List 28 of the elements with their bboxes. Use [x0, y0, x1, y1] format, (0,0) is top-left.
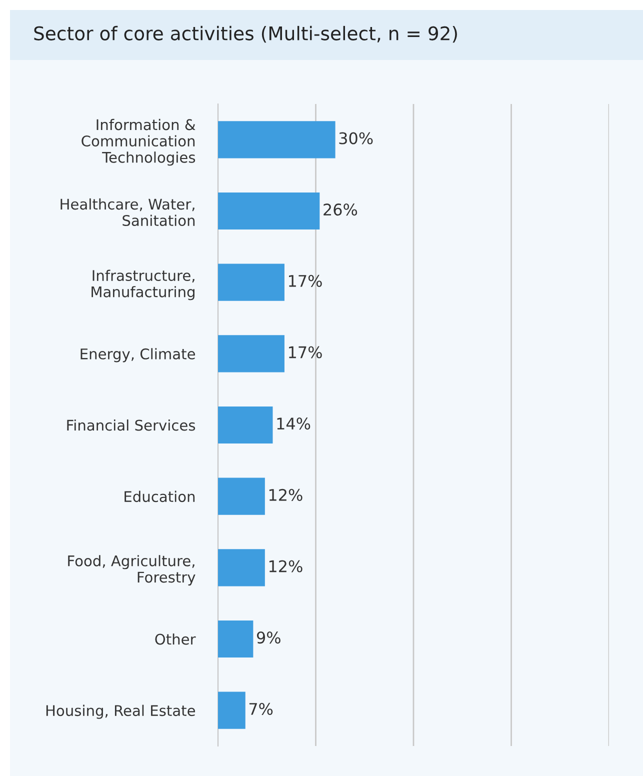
- data-label: 17%: [289, 274, 322, 287]
- bar: [218, 478, 265, 515]
- chart-title: Sector of core activities (Multi-select, n = 92): [34, 26, 457, 43]
- y-tick-label: Housing, Real Estate: [46, 704, 196, 719]
- y-tick-label: Energy, Climate: [80, 348, 195, 362]
- y-tick-label: Healthcare, Water, Sanitation: [60, 198, 195, 226]
- data-label: 12%: [269, 560, 302, 572]
- bar: [218, 121, 336, 158]
- data-label: 26%: [324, 204, 358, 216]
- y-tick-label: Financial Services: [67, 419, 196, 431]
- y-tick-label: Information & Communication Technologies: [82, 118, 196, 166]
- bar: [218, 264, 284, 301]
- bar: [218, 620, 254, 658]
- bar: [218, 549, 265, 586]
- y-tick-label: Other: [155, 633, 196, 645]
- bar: [218, 335, 284, 372]
- y-tick-label: Education: [124, 490, 195, 502]
- bar: [218, 692, 246, 729]
- data-label: 14%: [277, 418, 310, 430]
- bar: [218, 192, 320, 230]
- y-tick-label: Food, Agriculture, Forestry: [68, 555, 196, 586]
- data-label: 12%: [269, 488, 302, 501]
- data-label: 9%: [256, 632, 280, 644]
- data-label: 30%: [339, 132, 373, 144]
- data-label: 7%: [249, 702, 273, 715]
- data-label: 17%: [289, 346, 322, 358]
- bar: [218, 406, 273, 444]
- y-tick-label: Infrastructure, Manufacturing: [92, 270, 194, 300]
